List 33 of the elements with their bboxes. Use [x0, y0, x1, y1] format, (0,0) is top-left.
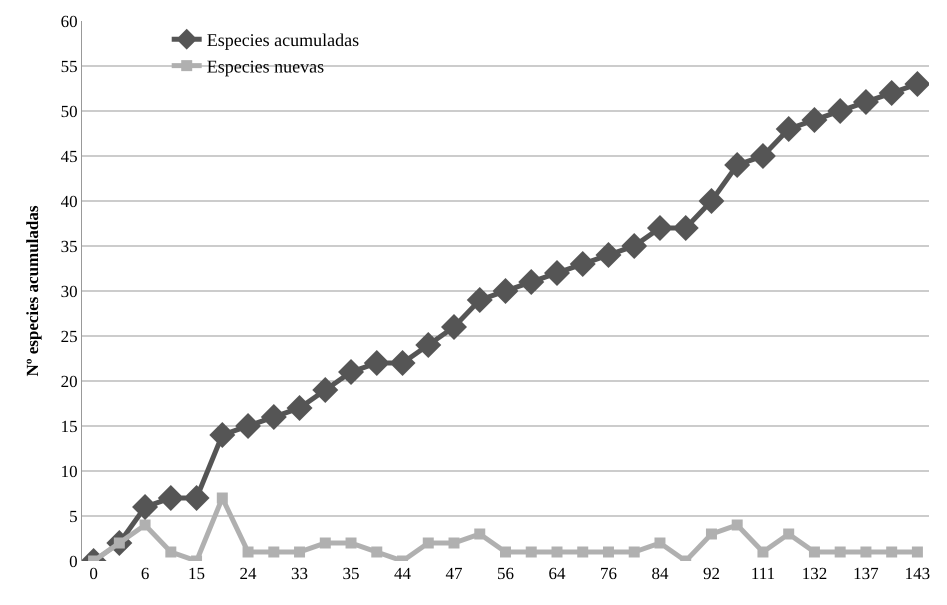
- x-tick-label: 15: [188, 564, 206, 583]
- y-tick-label: 60: [60, 12, 78, 31]
- y-tick-label: 0: [69, 552, 78, 571]
- x-tick-label: 143: [904, 564, 930, 583]
- x-tick-label: 44: [394, 564, 412, 583]
- x-tick-label: 33: [291, 564, 308, 583]
- y-tick-label: 5: [69, 506, 78, 526]
- y-tick-label: 30: [60, 282, 78, 301]
- legend-label: Especies acumuladas: [206, 30, 360, 50]
- x-tick-label: 111: [750, 564, 776, 583]
- y-axis-title: Nº especies acumuladas: [23, 205, 42, 376]
- x-tick-label: 64: [548, 564, 566, 583]
- x-tick-label: 76: [600, 564, 617, 583]
- x-tick-label: 132: [802, 564, 828, 583]
- y-tick-label: 10: [60, 462, 78, 481]
- x-tick-label: 24: [240, 564, 258, 583]
- x-tick-label: 47: [446, 564, 464, 583]
- x-tick-label: 35: [342, 564, 360, 583]
- y-tick-label: 25: [60, 326, 78, 346]
- y-tick-label: 20: [60, 372, 78, 391]
- x-tick-label: 137: [853, 564, 880, 583]
- y-tick-label: 15: [60, 416, 78, 436]
- x-tick-label: 92: [702, 564, 720, 583]
- y-tick-label: 55: [60, 56, 78, 76]
- x-tick-label: 0: [89, 564, 98, 583]
- y-tick-label: 45: [60, 146, 78, 166]
- legend-label: Especies nuevas: [206, 56, 324, 77]
- y-tick-label: 35: [60, 236, 78, 256]
- y-tick-label: 40: [60, 192, 78, 211]
- x-tick-label: 56: [497, 564, 514, 583]
- x-tick-label: 84: [651, 564, 669, 583]
- x-tick-label: 6: [140, 564, 150, 583]
- y-tick-label: 50: [60, 102, 78, 121]
